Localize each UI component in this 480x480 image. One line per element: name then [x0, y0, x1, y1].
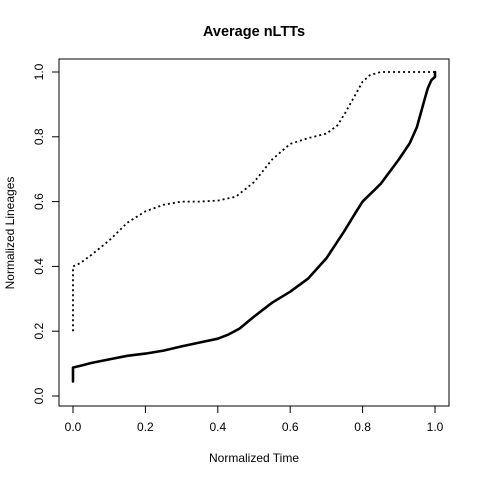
- y-tick-label: 1.0: [32, 63, 46, 80]
- y-tick-label: 0.8: [32, 128, 46, 145]
- y-tick-label: 0.0: [32, 387, 46, 404]
- y-tick-label: 0.2: [32, 323, 46, 340]
- x-tick-label: 0.0: [65, 420, 82, 434]
- x-tick-label: 0.6: [282, 420, 299, 434]
- x-axis-label: Normalized Time: [209, 451, 299, 465]
- y-tick-label: 0.4: [32, 258, 46, 275]
- series-layer: [71, 70, 437, 383]
- x-tick-label: 0.4: [209, 420, 226, 434]
- x-axis: 0.0 0.2 0.4 0.6 0.8 1.0: [65, 405, 444, 434]
- x-tick-label: 0.2: [137, 420, 154, 434]
- solid-series-line: [71, 70, 437, 383]
- y-tick-label: 0.6: [32, 193, 46, 210]
- chart-title: Average nLTTs: [203, 24, 305, 40]
- y-axis: 0.0 0.2 0.4 0.6 0.8 1.0: [32, 63, 60, 404]
- x-tick-label: 1.0: [427, 420, 444, 434]
- y-axis-label: Normalized Lineages: [3, 177, 17, 290]
- dotted-series-line: [72, 71, 435, 332]
- x-tick-label: 0.8: [354, 420, 371, 434]
